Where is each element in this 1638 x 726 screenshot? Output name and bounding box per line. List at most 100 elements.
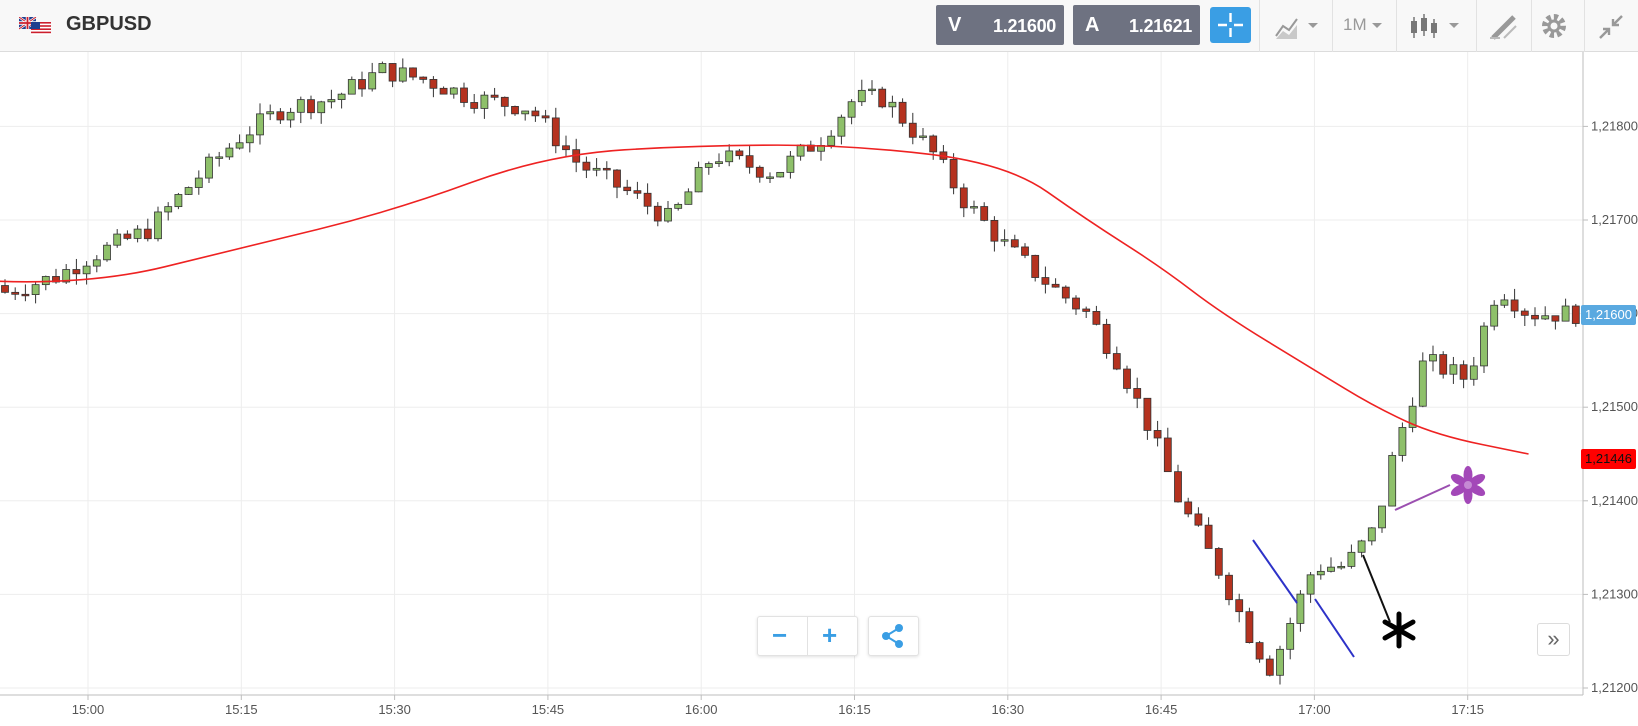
- candle-body: [857, 89, 866, 103]
- current-price-label: 1,21600: [1581, 305, 1636, 325]
- candle-body: [1408, 405, 1417, 428]
- gear-icon[interactable]: [1538, 8, 1570, 44]
- candle-body: [1439, 354, 1448, 375]
- buy-price-button[interactable]: A 1.21621: [1073, 5, 1200, 45]
- candle-body: [460, 87, 468, 103]
- candle-body: [766, 176, 774, 179]
- toolbar-divider: [1396, 0, 1397, 52]
- toolbar-divider: [1476, 0, 1477, 52]
- instrument-symbol: GBPUSD: [66, 13, 152, 35]
- time-tick-label: 17:15: [1451, 702, 1484, 717]
- candle-body: [725, 150, 734, 163]
- candle-body: [184, 187, 193, 195]
- candle-body: [704, 163, 713, 168]
- candle-body: [541, 115, 550, 119]
- crosshair-button[interactable]: [1210, 7, 1251, 43]
- candle-body: [174, 194, 183, 208]
- toolbar-divider: [1584, 0, 1585, 52]
- arrow-line: [1394, 484, 1451, 511]
- candle-body: [633, 190, 642, 194]
- candle-body: [347, 79, 356, 95]
- zoom-out-button[interactable]: −: [772, 620, 788, 650]
- candle-body: [1327, 566, 1335, 572]
- candle-body: [1184, 501, 1193, 515]
- candle-body: [1306, 574, 1315, 595]
- candle-body: [398, 67, 407, 82]
- share-icon: [882, 624, 903, 648]
- candle-body: [582, 161, 591, 171]
- zoom-divider: [807, 617, 808, 655]
- candle-body: [1265, 658, 1274, 676]
- sell-price-button[interactable]: V 1.21600: [936, 5, 1064, 45]
- price-axis: 1,21800 1,21700 1,21600 1,21500 1,21400 1,213…: [1583, 118, 1638, 695]
- candle-body: [1510, 299, 1519, 312]
- candle-body: [1357, 540, 1366, 553]
- collapse-icon[interactable]: [1594, 8, 1628, 44]
- buy-label: A: [1085, 14, 1100, 36]
- share-button[interactable]: [868, 616, 919, 656]
- candle-body: [602, 167, 611, 171]
- price-tick-label: 1,21700: [1591, 212, 1638, 227]
- chart-style-icon[interactable]: [1272, 8, 1328, 44]
- candle-body: [245, 134, 254, 144]
- price-tick-label: 1,21800: [1591, 118, 1638, 133]
- candle-body: [256, 113, 264, 136]
- time-axis: 15:00 15:15 15:30 15:45 16:00 16:15 16:30 16:45…: [72, 695, 1484, 717]
- candle-body: [1163, 437, 1172, 473]
- candle-body: [358, 79, 366, 90]
- candle-body: [1531, 314, 1539, 320]
- candle-body: [1388, 455, 1397, 507]
- gb-us-flag-icon: [19, 17, 51, 35]
- candle-body: [837, 116, 846, 137]
- candlestick-icon[interactable]: [1408, 8, 1468, 44]
- candle-body: [551, 117, 560, 147]
- candle-body: [92, 259, 101, 267]
- candle-body: [327, 99, 336, 103]
- candle-body: [1174, 471, 1182, 503]
- candle-body: [521, 110, 530, 115]
- scroll-right-button[interactable]: »: [1537, 623, 1570, 656]
- candle-body: [562, 145, 570, 151]
- candle-body: [266, 111, 275, 115]
- candle-body: [1123, 368, 1131, 389]
- candle-body: [123, 233, 132, 239]
- candle-body: [1367, 527, 1376, 542]
- arrow-line: [1362, 554, 1391, 623]
- sell-price: 1.21600: [993, 16, 1056, 36]
- candle-body: [929, 135, 938, 153]
- toolbar-divider: [1259, 0, 1260, 52]
- candle-body: [592, 167, 601, 171]
- candle-body: [1469, 365, 1478, 380]
- zoom-in-button[interactable]: +: [822, 620, 838, 650]
- candlestick-series: [1, 58, 1580, 685]
- candle-body: [1459, 364, 1468, 380]
- candle-body: [949, 159, 958, 189]
- candle-body: [1449, 364, 1458, 375]
- candle-body: [1378, 505, 1386, 529]
- candle-body: [1143, 397, 1152, 431]
- candle-body: [1225, 574, 1233, 601]
- candle-body: [317, 101, 326, 114]
- candle-body: [133, 228, 142, 239]
- candle-body: [62, 269, 71, 283]
- drawing-annotations: [1252, 484, 1451, 658]
- candle-body: [11, 291, 20, 295]
- candle-body: [276, 111, 285, 121]
- zoom-controls: − +: [757, 616, 858, 656]
- candle-body: [72, 269, 81, 275]
- candle-body: [1571, 305, 1580, 324]
- candle-body: [1480, 325, 1488, 367]
- asterisk-marker-icon: [1382, 611, 1416, 649]
- sell-label: V: [948, 14, 962, 36]
- candle-body: [1520, 310, 1529, 316]
- candle-body: [143, 228, 152, 240]
- draw-icon[interactable]: [1484, 8, 1524, 44]
- candle-body: [490, 94, 499, 98]
- candle-body: [796, 144, 805, 157]
- candle-body: [1418, 360, 1427, 407]
- candle-body: [21, 293, 30, 297]
- candle-body: [1276, 648, 1284, 676]
- candle-body: [225, 147, 234, 158]
- candle-body: [1041, 277, 1050, 285]
